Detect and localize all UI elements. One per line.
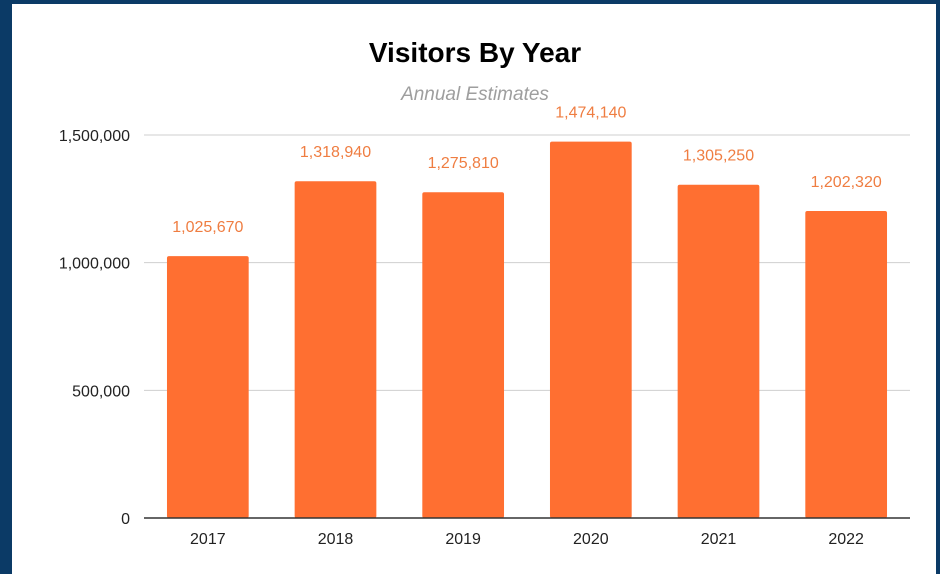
bar-2018 [294, 181, 377, 518]
y-tick-label: 0 [121, 511, 130, 528]
y-tick-label: 1,500,000 [59, 128, 130, 145]
y-tick-label: 500,000 [72, 383, 130, 400]
x-tick-label: 2020 [573, 531, 609, 548]
bar-2017 [166, 256, 249, 518]
x-tick-label: 2017 [190, 531, 226, 548]
data-label: 1,202,320 [811, 174, 882, 191]
chart-card: Visitors By Year Annual Estimates 1,025,… [12, 4, 936, 574]
x-tick-label: 2022 [828, 531, 864, 548]
bar-2022 [805, 211, 888, 518]
x-tick-label: 2021 [701, 531, 737, 548]
x-axis-ticks: 2017 2018 2019 2020 2021 2022 [190, 531, 864, 548]
data-label: 1,318,940 [300, 144, 371, 161]
bar-chart: Visitors By Year Annual Estimates 1,025,… [59, 37, 910, 548]
bar-2021 [677, 184, 760, 518]
data-label: 1,025,670 [172, 219, 243, 236]
y-axis-ticks: 0 500,000 1,000,000 1,500,000 [59, 128, 130, 528]
data-label: 1,474,140 [555, 105, 626, 122]
data-label: 1,305,250 [683, 148, 754, 165]
x-tick-label: 2018 [318, 531, 354, 548]
x-tick-label: 2019 [445, 531, 481, 548]
bar-2019 [422, 192, 505, 519]
bar-2020 [549, 141, 632, 519]
chart-title: Visitors By Year [369, 37, 581, 68]
data-label: 1,275,810 [428, 155, 499, 172]
bars [166, 141, 888, 519]
gridlines [144, 134, 910, 391]
chart-subtitle: Annual Estimates [400, 84, 549, 105]
data-labels: 1,025,670 1,318,940 1,275,810 1,474,140 1,30… [172, 105, 882, 237]
y-tick-label: 1,000,000 [59, 256, 130, 273]
